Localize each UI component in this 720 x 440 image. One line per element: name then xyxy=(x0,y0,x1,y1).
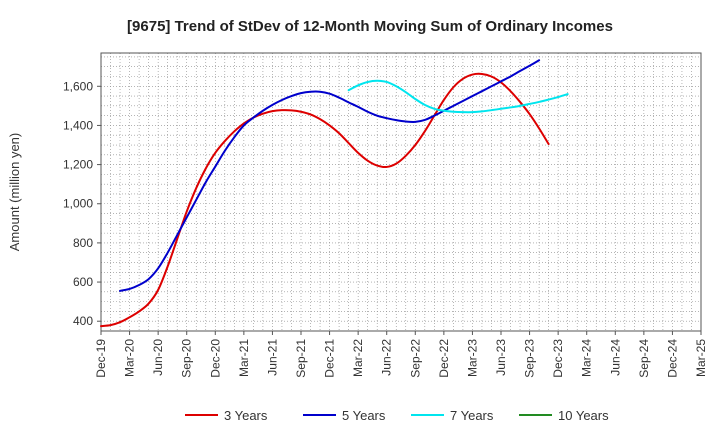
series-line-5-years xyxy=(119,59,541,292)
x-tick-label: Mar-21 xyxy=(237,339,251,377)
series-lines xyxy=(100,59,569,328)
legend: 3 Years 5 Years 7 Years 10 Years xyxy=(185,408,609,423)
x-tick-label: Jun-24 xyxy=(608,339,622,376)
y-tick-label: 1,000 xyxy=(63,197,93,211)
legend-item-7-years: 7 Years xyxy=(411,408,494,423)
x-tick-label: Mar-24 xyxy=(580,339,594,377)
y-tick-label: 400 xyxy=(73,314,93,328)
x-tick-label: Dec-22 xyxy=(437,339,451,378)
x-tick-label: Mar-22 xyxy=(351,339,365,377)
y-axis-ticks: 400 600 800 1,000 1,200 1,400 1,600 xyxy=(63,79,101,328)
x-tick-label: Dec-24 xyxy=(665,339,679,378)
plot-frame xyxy=(100,52,702,332)
y-tick-label: 1,200 xyxy=(63,158,93,172)
x-tick-label: Dec-21 xyxy=(323,339,337,378)
x-tick-label: Dec-23 xyxy=(551,339,565,378)
y-tick-label: 800 xyxy=(73,236,93,250)
x-tick-label: Jun-23 xyxy=(494,339,508,376)
x-tick-label: Sep-22 xyxy=(408,339,422,378)
legend-item-10-years: 10 Years xyxy=(519,408,609,423)
legend-item-3-years: 3 Years xyxy=(185,408,268,423)
y-tick-label: 600 xyxy=(73,275,93,289)
x-tick-label: Sep-24 xyxy=(637,339,651,378)
x-tick-label: Sep-21 xyxy=(294,339,308,378)
x-tick-label: Dec-19 xyxy=(94,339,108,378)
legend-label: 3 Years xyxy=(224,408,268,423)
x-tick-label: Mar-20 xyxy=(123,339,137,377)
y-axis-label: Amount (million yen) xyxy=(7,133,22,252)
y-tick-label: 1,400 xyxy=(63,118,93,132)
legend-item-5-years: 5 Years xyxy=(303,408,386,423)
x-tick-label: Mar-23 xyxy=(465,339,479,377)
x-tick-label: Sep-23 xyxy=(523,339,537,378)
chart-title: [9675] Trend of StDev of 12-Month Moving… xyxy=(127,18,613,35)
series-line-7-years xyxy=(347,79,569,114)
vertical-gridlines xyxy=(110,53,692,331)
x-tick-label: Dec-20 xyxy=(208,339,222,378)
legend-label: 7 Years xyxy=(450,408,494,423)
series-line-3-years xyxy=(100,72,550,328)
x-tick-label: Sep-20 xyxy=(180,339,194,378)
legend-label: 5 Years xyxy=(342,408,386,423)
horizontal-gridlines xyxy=(101,56,701,322)
x-tick-label: Mar-25 xyxy=(694,339,708,377)
x-axis-ticks: Dec-19 Mar-20 Jun-20 Sep-20 Dec-20 Mar-21 Jun-… xyxy=(94,331,708,378)
x-tick-label: Jun-20 xyxy=(151,339,165,376)
y-tick-label: 1,600 xyxy=(63,79,93,93)
plot-area xyxy=(101,53,701,331)
x-tick-label: Jun-21 xyxy=(265,339,279,376)
x-tick-label: Jun-22 xyxy=(380,339,394,376)
legend-label: 10 Years xyxy=(558,408,609,423)
